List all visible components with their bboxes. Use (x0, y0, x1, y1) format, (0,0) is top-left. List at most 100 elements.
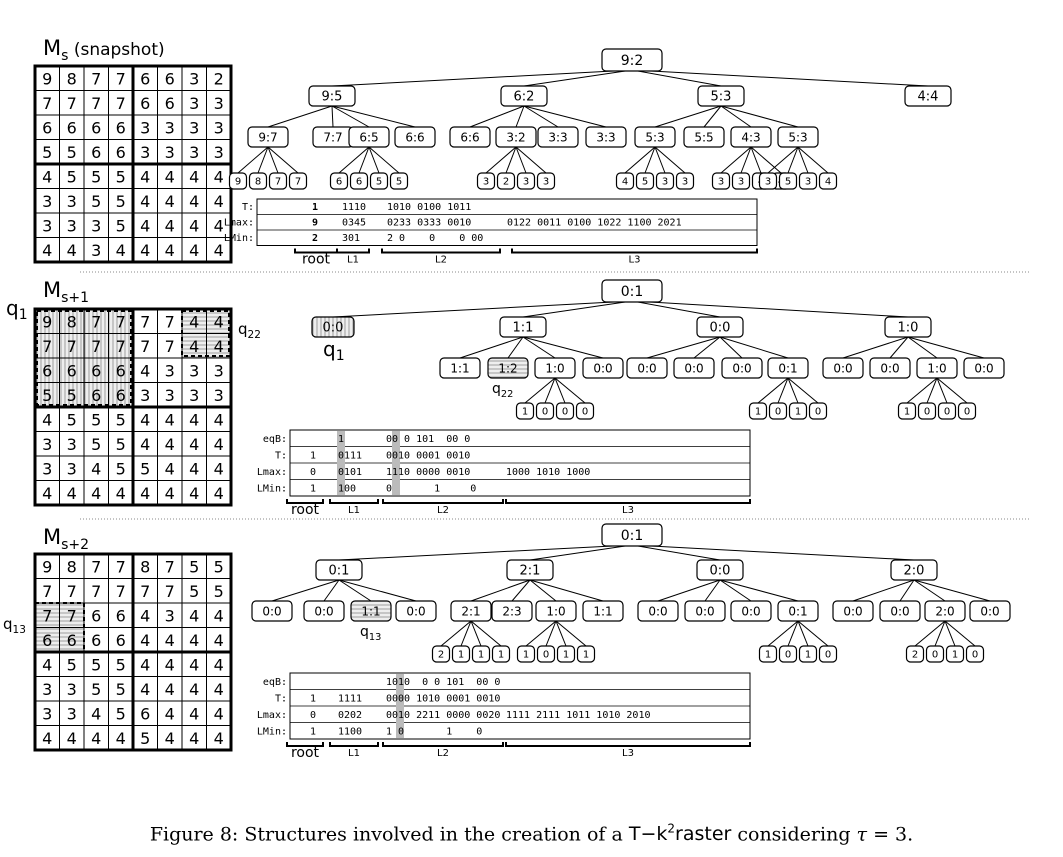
table-cell: 1 (310, 483, 316, 494)
tree-level2-node-text: 3:3 (548, 130, 567, 144)
tree-edge (470, 620, 502, 647)
table-row-label: Lmax: (257, 467, 287, 478)
tree-edge (331, 105, 370, 128)
matrix-value: 3 (189, 386, 199, 405)
matrix-value: 4 (214, 631, 224, 650)
tree-leaf-node (808, 402, 828, 420)
tree-edge (267, 105, 333, 128)
tree-edge (719, 336, 789, 359)
tree-leaf-node-text: 2 (438, 650, 444, 661)
tree-edge (440, 620, 472, 647)
brace-label-l2: L2 (435, 255, 447, 266)
region-q13-outline (34, 602, 85, 653)
matrix-value: 3 (67, 704, 77, 723)
tree-edge (646, 336, 721, 359)
matrix-value: 3 (214, 94, 224, 113)
tree-level2-node (439, 357, 481, 379)
tree-leaf-node-text: 1 (522, 407, 528, 418)
matrix-value: 6 (42, 118, 52, 137)
tree-edge (554, 377, 586, 404)
table-cell: 9 (312, 218, 318, 229)
matrix-value: 9 (42, 312, 52, 331)
tree-level1-node-text: 4:4 (918, 90, 939, 105)
tree-edge (524, 377, 556, 404)
matrix-value: 3 (67, 435, 77, 454)
brace-label-l3: L3 (622, 505, 634, 516)
matrix-value: 4 (165, 435, 175, 454)
matrix-value: 7 (165, 582, 175, 601)
tree-edge (368, 146, 400, 174)
tree-level2-node (449, 126, 491, 148)
tree-level2-node-text: 1:1 (361, 604, 380, 618)
tree-edge (507, 336, 524, 359)
tree-edge (913, 579, 991, 602)
matrix-value: 4 (140, 241, 150, 260)
matrix-value: 4 (189, 435, 199, 454)
tree-edge (934, 620, 946, 647)
matrix-value: 4 (140, 192, 150, 211)
tree-level1-node (506, 559, 554, 581)
tree-leaf-node (491, 645, 511, 663)
matrix-value: 7 (91, 94, 101, 113)
table-cell: 0111 (338, 450, 362, 461)
matrix-value: 5 (91, 655, 101, 674)
tree-level2-node-text: 0:0 (741, 604, 760, 618)
matrix-value: 6 (42, 361, 52, 380)
matrix-value: 7 (116, 69, 126, 88)
tree-level2-node (350, 600, 392, 622)
matrix-value: 5 (116, 655, 126, 674)
matrix-value: 5 (116, 459, 126, 478)
tree-level2-node-text: 0:0 (980, 604, 999, 618)
matrix-value: 7 (91, 557, 101, 576)
tree-leaf-node (615, 172, 635, 190)
tree-leaf-node-text: 0 (815, 407, 821, 418)
matrix-value: 8 (67, 557, 77, 576)
tree-leaf-node-text: 0 (543, 650, 549, 661)
matrix-value: 4 (165, 459, 175, 478)
brace (286, 742, 324, 747)
node-q22-label: q22 (492, 381, 513, 400)
tree-edge (338, 579, 417, 602)
matrix-value: 3 (91, 241, 101, 260)
matrix-value: 4 (214, 459, 224, 478)
matrix-value: 6 (67, 361, 77, 380)
tree-edge (332, 300, 633, 318)
matrix-value: 2 (214, 69, 224, 88)
table-row-label: LMin: (224, 233, 254, 244)
matrix-value: 3 (42, 435, 52, 454)
tree-edge (750, 146, 782, 174)
tree-level2-node-text: 0:0 (406, 604, 425, 618)
brace-label-root: root (291, 502, 320, 518)
tree-level2-node-text: 0:0 (732, 361, 751, 375)
matrix-value: 4 (165, 704, 175, 723)
matrix-value: 3 (214, 118, 224, 137)
tree-level2-node (495, 126, 537, 148)
matrix-value: 3 (214, 143, 224, 162)
matrix-value: 4 (165, 216, 175, 235)
brace-label-l2: L2 (437, 748, 449, 759)
tree-edge (554, 377, 566, 404)
brace (505, 742, 751, 747)
matrix-value: 7 (91, 337, 101, 356)
matrix-value: 4 (116, 484, 126, 503)
tree-level2-node (450, 600, 492, 622)
matrix-value: 5 (116, 704, 126, 723)
tree-edge (271, 579, 340, 602)
tree-leaf-node (798, 172, 818, 190)
brace (505, 499, 751, 504)
tree-leaf-node (515, 402, 535, 420)
tree-leaf-node (818, 645, 838, 663)
tree-leaf-node-text: 2 (503, 177, 509, 188)
tree-edge (787, 377, 819, 404)
brace (329, 499, 379, 504)
tree-edge (631, 544, 915, 561)
matrix-value: 6 (140, 94, 150, 113)
brace-label-l2: L2 (437, 505, 449, 516)
bitmap-table: eqB: 1010 0 0 101 00 0T: 1 1111 0000 1010 00… (257, 672, 751, 761)
tree-leaf-node-text: 1 (765, 650, 771, 661)
tree-level2-node (969, 600, 1011, 622)
tree-leaf-node (329, 172, 349, 190)
table-row-label: LMin: (257, 483, 287, 494)
matrix-value: 4 (140, 484, 150, 503)
tree-edge (525, 620, 557, 647)
